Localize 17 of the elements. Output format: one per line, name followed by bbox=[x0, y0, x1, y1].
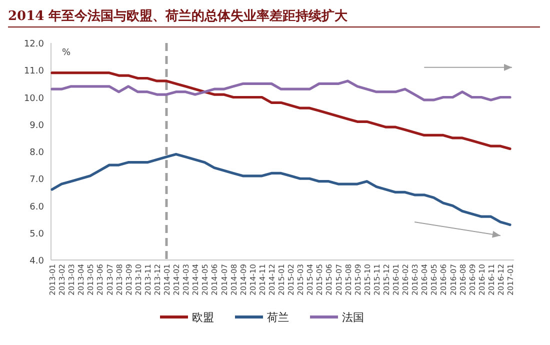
legend-label: 欧盟 bbox=[192, 311, 214, 324]
line-series bbox=[50, 80, 512, 102]
legend-label: 法国 bbox=[342, 311, 364, 324]
chart-title: 2014 年至今法国与欧盟、荷兰的总体失业率差距持续扩大 bbox=[8, 8, 349, 24]
y-tick-label: 5.0 bbox=[30, 229, 44, 240]
y-tick-label: 12.0 bbox=[24, 40, 44, 50]
y-tick-label: 9.0 bbox=[30, 120, 44, 131]
y-tick-label: 8.0 bbox=[30, 148, 44, 158]
y-axis-title: % bbox=[62, 48, 71, 58]
line-series bbox=[50, 72, 512, 150]
y-tick-label: 7.0 bbox=[30, 175, 44, 186]
y-tick-label: 11.0 bbox=[24, 66, 44, 77]
legend-label: 荷兰 bbox=[267, 311, 289, 324]
y-tick-label: 6.0 bbox=[30, 202, 44, 212]
line-series bbox=[50, 152, 512, 226]
y-tick-label: 10.0 bbox=[24, 94, 44, 104]
y-tick-label: 4.0 bbox=[30, 256, 44, 266]
